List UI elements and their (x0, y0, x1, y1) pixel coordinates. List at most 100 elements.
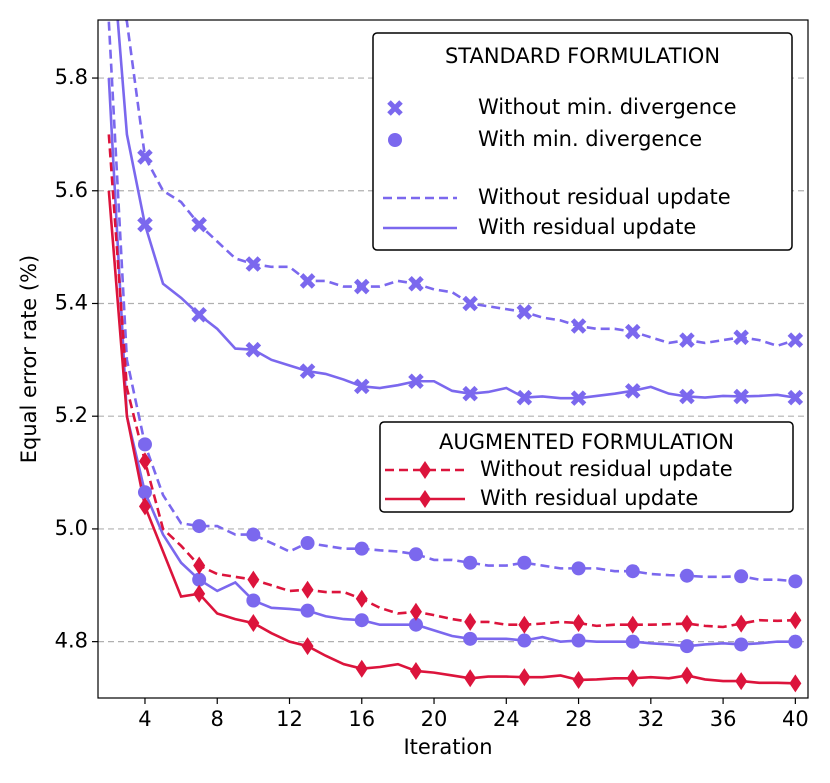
marker (571, 633, 586, 648)
marker (354, 613, 369, 628)
marker (137, 149, 153, 165)
y-tick-label: 5.8 (55, 65, 88, 89)
marker (409, 661, 422, 680)
marker (408, 373, 424, 390)
legend-label: Without min. divergence (478, 95, 737, 119)
y-axis-label: Equal error rate (%) (17, 255, 41, 463)
x-tick-label: 36 (710, 707, 737, 731)
marker (572, 614, 585, 633)
marker (464, 669, 477, 688)
marker (625, 564, 640, 579)
legend-title: STANDARD FORMULATION (445, 44, 720, 68)
marker (516, 389, 533, 406)
marker (408, 547, 423, 562)
legend-marker (388, 133, 402, 147)
x-tick-label: 32 (637, 707, 664, 731)
marker (626, 669, 639, 688)
marker (518, 668, 531, 687)
marker (735, 672, 748, 691)
marker (789, 674, 802, 693)
marker (625, 634, 640, 649)
legend-box (379, 421, 794, 513)
marker (733, 388, 749, 405)
marker (517, 633, 532, 648)
legend-title: AUGMENTED FORMULATION (439, 430, 734, 454)
marker (624, 323, 641, 340)
x-axis-label: Iteration (403, 735, 492, 759)
legend-marker (387, 100, 403, 116)
marker (680, 614, 693, 633)
marker (191, 216, 207, 233)
legend-label: With residual update (478, 215, 696, 239)
marker (191, 306, 207, 323)
marker (192, 519, 207, 534)
marker (246, 593, 261, 608)
marker (299, 273, 316, 289)
marker (570, 318, 587, 334)
marker (788, 574, 803, 589)
marker (679, 332, 695, 348)
x-tick-label: 24 (493, 707, 520, 731)
line (116, 20, 796, 400)
marker (679, 388, 695, 405)
legend-label: With residual update (480, 486, 698, 510)
marker (734, 569, 749, 584)
marker (409, 602, 422, 621)
marker (679, 568, 694, 583)
marker (516, 304, 533, 320)
marker (192, 572, 207, 587)
marker (408, 617, 423, 632)
marker (247, 614, 260, 633)
marker (462, 385, 478, 402)
marker (517, 555, 532, 570)
marker (354, 541, 369, 556)
marker (299, 363, 316, 379)
marker (571, 561, 586, 576)
marker (733, 329, 749, 346)
marker (679, 639, 694, 654)
marker (138, 497, 151, 516)
marker (137, 437, 152, 452)
marker (353, 278, 370, 295)
marker (355, 589, 368, 608)
marker (138, 452, 151, 471)
marker (463, 555, 478, 570)
legend-label: Without residual update (478, 185, 731, 209)
y-tick-label: 5.6 (55, 178, 88, 202)
marker (245, 256, 262, 272)
marker (246, 527, 261, 542)
marker (518, 615, 531, 634)
x-tick-label: 16 (348, 707, 375, 731)
legend-label: Without residual update (480, 457, 733, 481)
marker (464, 612, 477, 631)
marker (301, 580, 314, 599)
marker (353, 378, 370, 395)
x-tick-label: 12 (276, 707, 303, 731)
line (107, 190, 796, 685)
marker (301, 637, 314, 656)
marker (193, 584, 206, 603)
marker (137, 216, 153, 233)
marker (787, 389, 804, 406)
marker (408, 275, 424, 292)
legend-label: With min. divergence (478, 127, 702, 151)
marker (788, 634, 803, 649)
x-tick-label: 8 (211, 707, 224, 731)
marker (245, 341, 262, 358)
marker (789, 611, 802, 630)
marker (193, 556, 206, 575)
marker (680, 666, 693, 685)
marker (300, 603, 315, 618)
x-tick-label: 20 (421, 707, 448, 731)
y-tick-label: 5.4 (55, 290, 88, 314)
x-tick-label: 40 (782, 707, 809, 731)
marker (462, 295, 478, 312)
line (107, 134, 796, 629)
x-tick-label: 4 (138, 707, 151, 731)
marker (734, 637, 749, 652)
marker (137, 485, 152, 500)
marker (463, 631, 478, 646)
marker (572, 670, 585, 689)
marker (355, 659, 368, 678)
